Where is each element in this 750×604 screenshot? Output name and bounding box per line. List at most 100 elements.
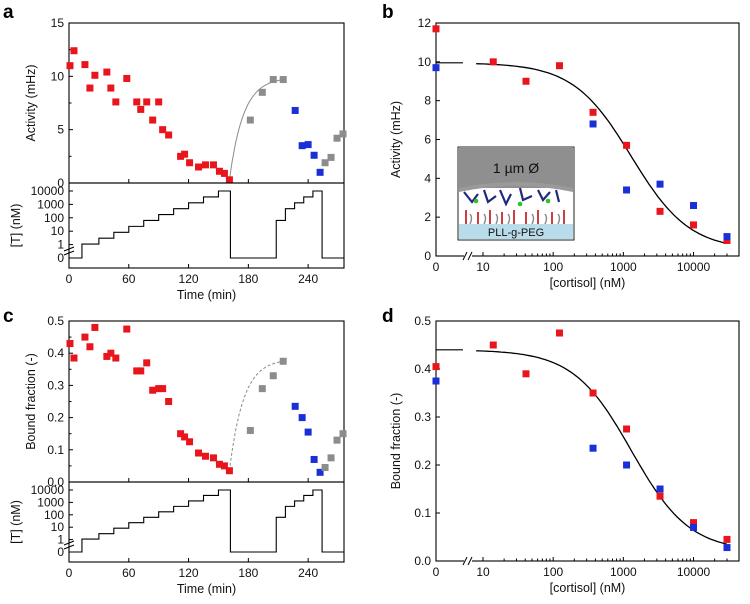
y-axis-label: [T] (nM) [9,500,23,544]
data-point-red [103,352,111,360]
data-point-red [181,433,189,441]
y-tick-label: 10000 [31,483,65,497]
data-point-blue [304,141,312,149]
data-point-blue [291,402,299,410]
y-tick-label: 10 [51,69,65,83]
y-tick-label: 10 [51,520,65,534]
data-point-red [137,367,145,375]
data-point-red [66,340,74,348]
data-point-red [149,386,157,394]
data-point-red [165,398,173,405]
y-tick-label: 0.1 [47,443,64,457]
x-tick-label: 120 [179,272,199,286]
data-point-blue [623,186,631,194]
y-tick-label: 0.2 [47,411,64,425]
y-tick-label: 0.5 [414,314,431,328]
y-tick-label: 0.0 [414,554,431,568]
bead-region [459,148,573,188]
y-tick-label: 0 [57,176,64,190]
data-point-blue [432,377,440,385]
data-point-red [225,467,233,475]
peg-layer [469,213,561,225]
data-point-grey_rise [279,357,287,365]
x-axis-label: Time (min) [177,288,236,302]
y-tick-label: 10000 [31,184,65,198]
panel-label-b: b [382,2,394,23]
data-point-red [186,159,194,167]
x-tick-label: 0 [66,272,73,286]
data-point-red [723,236,731,244]
data-point-red [181,150,189,158]
plot-frame [68,481,345,563]
data-point-red [143,359,151,367]
data-point-red [432,25,440,33]
y-axis-label: Activity (mHz) [24,64,38,141]
data-point-blue [298,414,306,422]
analogue-dot [517,201,523,207]
x-tick-label: 120 [179,566,199,580]
x-tick-label: 1000 [610,260,637,274]
axis-break-gap [464,253,472,259]
surface-layer [459,224,573,239]
y-tick-label: 0 [57,251,64,265]
x-tick-label: 240 [298,566,318,580]
x-tick-label: 180 [238,566,258,580]
data-point-red [112,98,120,106]
data-point-blue [310,455,318,463]
data-point-red [656,207,664,215]
x-axis-label: [cortisol] (nM) [550,276,626,290]
data-point-red [86,84,94,92]
data-point-blue [690,523,698,531]
x-tick-label: 240 [298,272,318,286]
data-point-red [149,116,157,124]
data-point-red [66,62,74,70]
data-point-red [107,84,115,92]
data-point-red [91,323,99,331]
data-point-red [215,460,223,468]
data-point-red [589,389,597,397]
y-tick-label: 8 [424,94,431,108]
x-tick-label: 60 [122,566,136,580]
y-tick-label: 1000 [37,197,64,211]
data-point-blue [589,120,597,128]
x-tick-label: 0 [433,565,440,579]
y-tick-label: 1000 [37,495,64,509]
x-tick-label: 10 [476,565,490,579]
y-tick-label: 15 [51,16,65,30]
y-axis-label: Bound fraction (-) [24,353,38,450]
chart-d-bound-fraction-dose-response: 0.0 0.1 0.2 0.3 0.4 0.5 0 10 100 1000 10000 [cortis… [389,314,740,595]
data-point-red [123,325,131,333]
y-tick-label: 1 [57,533,64,547]
data-point-red [489,341,497,349]
data-point-red [123,74,131,82]
x-tick-label: 1000 [610,565,637,579]
data-point-grey_end [321,159,329,167]
data-point-red [589,108,597,116]
data-point-grey_rise [279,76,287,84]
data-point-red [225,176,233,184]
data-point-red [555,62,563,70]
y-tick-label: 5 [57,123,64,137]
data-point-red [432,363,440,371]
x-tick-label: 10000 [677,260,711,274]
data-point-blue [291,106,299,114]
fit-curve [476,350,728,545]
y-tick-label: 0.3 [47,378,64,392]
plot-frame [68,182,345,269]
data-point-red [623,425,631,433]
y-tick-label: 12 [418,16,432,30]
data-point-blue [316,468,324,476]
y-tick-label: 0.1 [414,506,431,520]
analogue-dot [545,198,551,204]
data-point-red [137,105,145,113]
x-tick-label: 10 [476,260,490,274]
data-point-red [215,167,223,175]
data-point-red [70,354,78,362]
data-point-red [220,462,228,470]
data-point-grey_rise [246,426,254,434]
data-point-red [202,161,210,169]
panel-label-c: c [3,306,14,327]
y-tick-label: 0.5 [47,314,64,328]
data-point-red [133,98,141,106]
